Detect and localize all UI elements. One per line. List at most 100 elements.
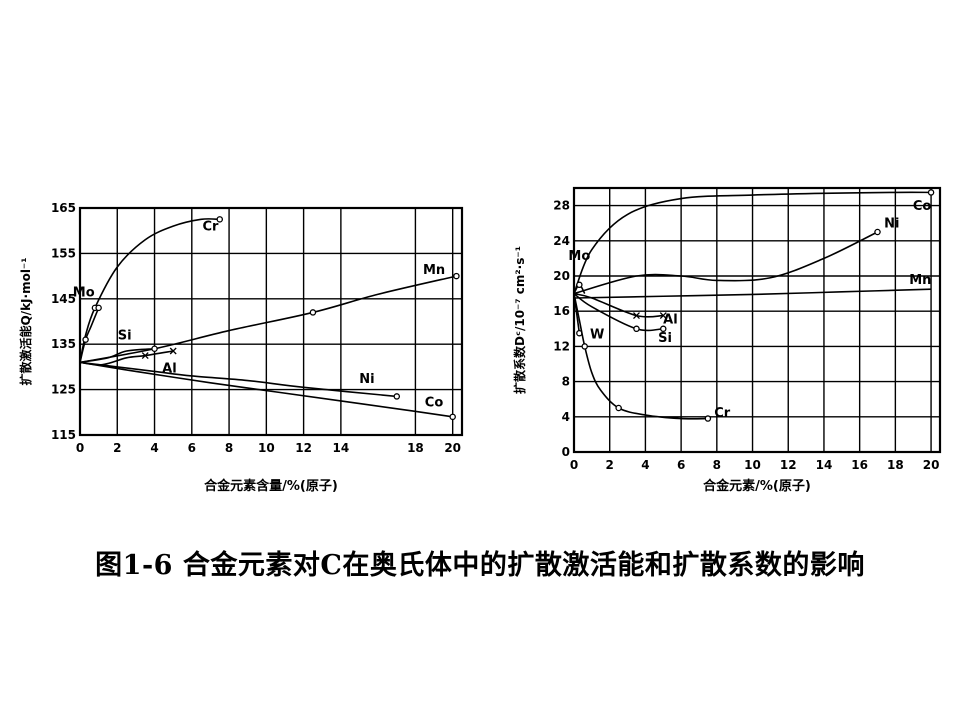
diffusion-coefficient-chart: 0 2 4 6 8 10 12 14 16 18 200481216202428合金元素/%(原子)… [512,186,942,494]
x-tick-label: 14 [333,441,350,455]
y-tick-label: 165 [51,201,76,215]
x-tick-label: 4 [150,441,158,455]
data-point [141,352,149,360]
data-point [151,345,158,352]
plot-frame [78,206,464,437]
data-point [95,304,102,312]
series-al: Al [573,292,678,328]
y-tick-label: 28 [553,199,570,213]
y-tick-label: 0 [562,445,570,459]
y-tick-label: 24 [553,234,570,248]
series-mo: Mo [568,249,590,295]
x-tick-label: 20 [444,441,461,455]
x-tick-label: 2 [606,458,614,472]
y-tick-label: 155 [51,246,76,260]
series-co: Co [79,361,456,421]
series-line-al [573,292,664,318]
series-line-mn [573,288,932,299]
series-line-si [573,292,664,332]
series-label-al: Al [663,313,678,328]
series-label-co: Co [913,199,932,214]
data-point [874,228,881,236]
x-tick-label: 10 [744,458,761,472]
y-tick-label: 125 [51,383,76,397]
series-label-si: Si [118,329,132,344]
series-line-al [79,350,174,366]
series-line-cr [573,293,708,420]
x-tick-label: 0 [76,441,84,455]
y-tick-label: 12 [553,339,570,353]
y-tick-label: 16 [553,304,570,318]
x-tick-label: 8 [225,441,233,455]
data-point [393,393,401,400]
data-point [704,415,712,422]
x-tick-label: 20 [923,458,940,472]
x-tick-label: 16 [851,458,868,472]
data-point [660,325,667,333]
y-tick-label: 135 [51,337,76,351]
data-point [659,312,667,320]
x-tick-label: 18 [887,458,904,472]
series-line-mo [79,307,100,363]
series-mn: Mn [573,273,932,299]
series-line-ni [573,231,878,295]
series-cr: Cr [79,216,224,363]
series-line-co [79,361,453,418]
y-tick-label: 115 [51,428,76,442]
data-point [309,309,317,316]
x-axis-label: 合金元素含量/%(原子) [204,478,338,494]
series-ni: Ni [573,217,899,295]
series-line-mn [79,275,457,364]
series-label-ni: Ni [359,372,374,387]
activation-energy-chart: 0 2 4 6 8 10 12 14 18 20 115 125 135 145 155 165 合金元素含量/… [18,201,464,494]
x-tick-label: 8 [713,458,721,472]
y-tick-label: 145 [51,292,76,306]
x-tick-label: 14 [816,458,833,472]
series-label-co: Co [425,395,444,410]
x-tick-label: 2 [113,441,121,455]
series-line-co [573,191,932,294]
data-point [927,189,935,196]
data-point [82,336,89,343]
series-mo: Mo [73,286,102,363]
series-label-cr: Cr [714,406,731,421]
series-si: Si [79,329,158,364]
series-label-mn: Mn [423,263,445,278]
x-tick-label: 0 [570,458,578,472]
series-line-si [79,347,155,364]
x-tick-label: 12 [780,458,797,472]
x-tick-label: 10 [258,441,275,455]
series-label-si: Si [658,331,672,346]
x-axis-label: 合金元素/%(原子) [703,478,811,494]
y-axis-label: 扩散激活能Q/kJ·mol⁻¹ [18,257,33,385]
series-co: Co [573,189,935,294]
data-point [449,413,456,421]
y-tick-label: 4 [562,410,570,424]
data-point [169,347,177,355]
x-tick-label: 4 [641,458,649,472]
y-tick-label: 20 [553,269,570,283]
data-point [615,404,622,412]
series-label-mn: Mn [909,273,931,288]
series-line-ni [79,361,397,398]
series-cr: Cr [573,293,731,422]
y-axis-label: 扩散系数Dᶜ/10⁻⁷ cm²·s⁻¹ [512,246,527,394]
x-tick-label: 18 [407,441,424,455]
series-label-mo: Mo [568,249,590,264]
data-point [581,343,588,350]
x-tick-label: 6 [188,441,196,455]
series-label-w: W [590,327,604,342]
data-point [453,272,460,280]
figure-caption: 图1-6 合金元素对C在奥氏体中的扩散激活能和扩散系数的影响 [95,550,865,581]
series-mn: Mn [79,263,460,364]
data-point [216,216,224,223]
series-label-cr: Cr [202,220,219,235]
series-ni: Ni [79,361,401,400]
series-label-mo: Mo [73,286,95,301]
series-si: Si [573,292,672,346]
data-point [633,312,640,320]
x-tick-label: 12 [295,441,312,455]
data-point [633,325,640,333]
series-line-cr [79,218,220,363]
series-label-ni: Ni [884,217,899,232]
